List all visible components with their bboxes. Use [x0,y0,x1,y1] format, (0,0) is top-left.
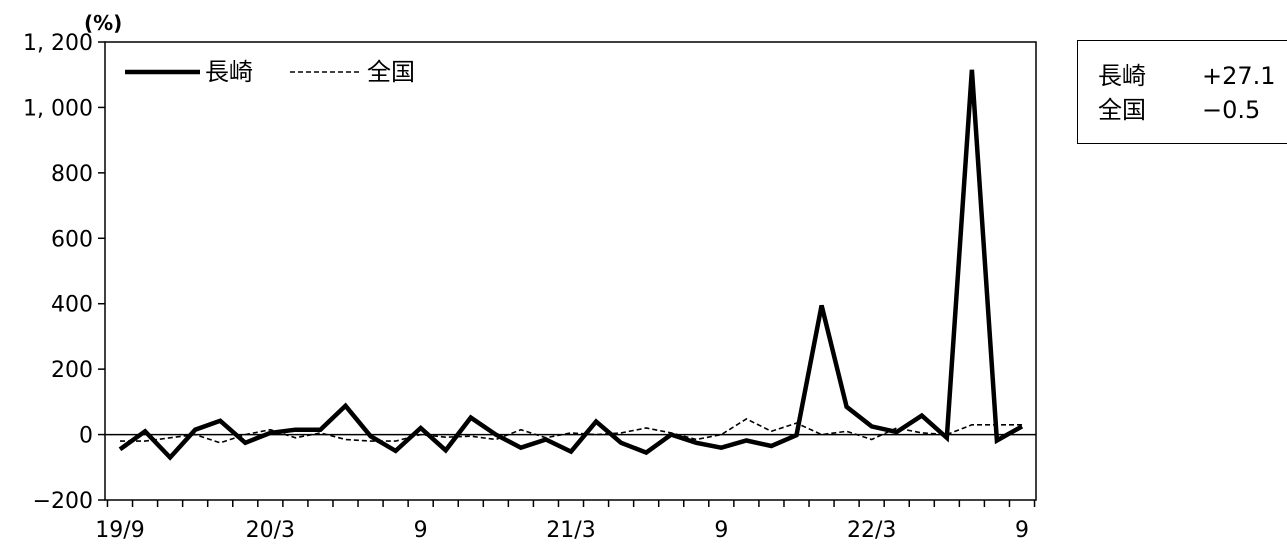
y-tick-label: −200 [33,489,93,514]
stat-value: −0.5 [1202,96,1261,124]
y-tick-label: 800 [51,162,93,187]
y-tick-label: 1, 000 [23,96,93,121]
y-axis: −200 0 200 400 600 800 1, 000 1, 200 [23,31,105,514]
stat-row-nagasaki: 長崎 +27.1 [1098,61,1276,91]
stat-row-national: 全国 −0.5 [1098,95,1260,125]
x-axis: 19/9 20/3 9 21/3 9 22/3 9 [95,500,1036,543]
series-line-national [120,417,1022,444]
x-tick-label: 9 [1015,518,1029,543]
x-tick-label: 20/3 [246,518,295,543]
series-line-nagasaki [118,69,1024,461]
stat-name: 長崎 [1098,62,1146,90]
plot-area [104,41,1037,501]
y-axis-unit: (%) [84,11,122,35]
x-tick-label: 9 [414,518,428,543]
legend-label-national: 全国 [367,58,415,86]
y-tick-label: 0 [79,424,93,449]
summary-stats-box: 長崎 +27.1 全国 −0.5 [1077,40,1287,144]
series-layer [118,69,1024,461]
legend: 長崎 全国 [125,58,415,86]
legend-label-nagasaki: 長崎 [205,58,253,86]
y-tick-label: 600 [51,227,93,252]
x-tick-label: 19/9 [95,518,144,543]
y-tick-label: 1, 200 [23,31,93,56]
stat-name: 全国 [1098,96,1146,124]
x-tick-label: 9 [714,518,728,543]
x-tick-label: 22/3 [847,518,896,543]
y-tick-label: 200 [51,358,93,383]
stat-value: +27.1 [1202,62,1276,90]
y-tick-label: 400 [51,293,93,318]
x-tick-label: 21/3 [546,518,595,543]
